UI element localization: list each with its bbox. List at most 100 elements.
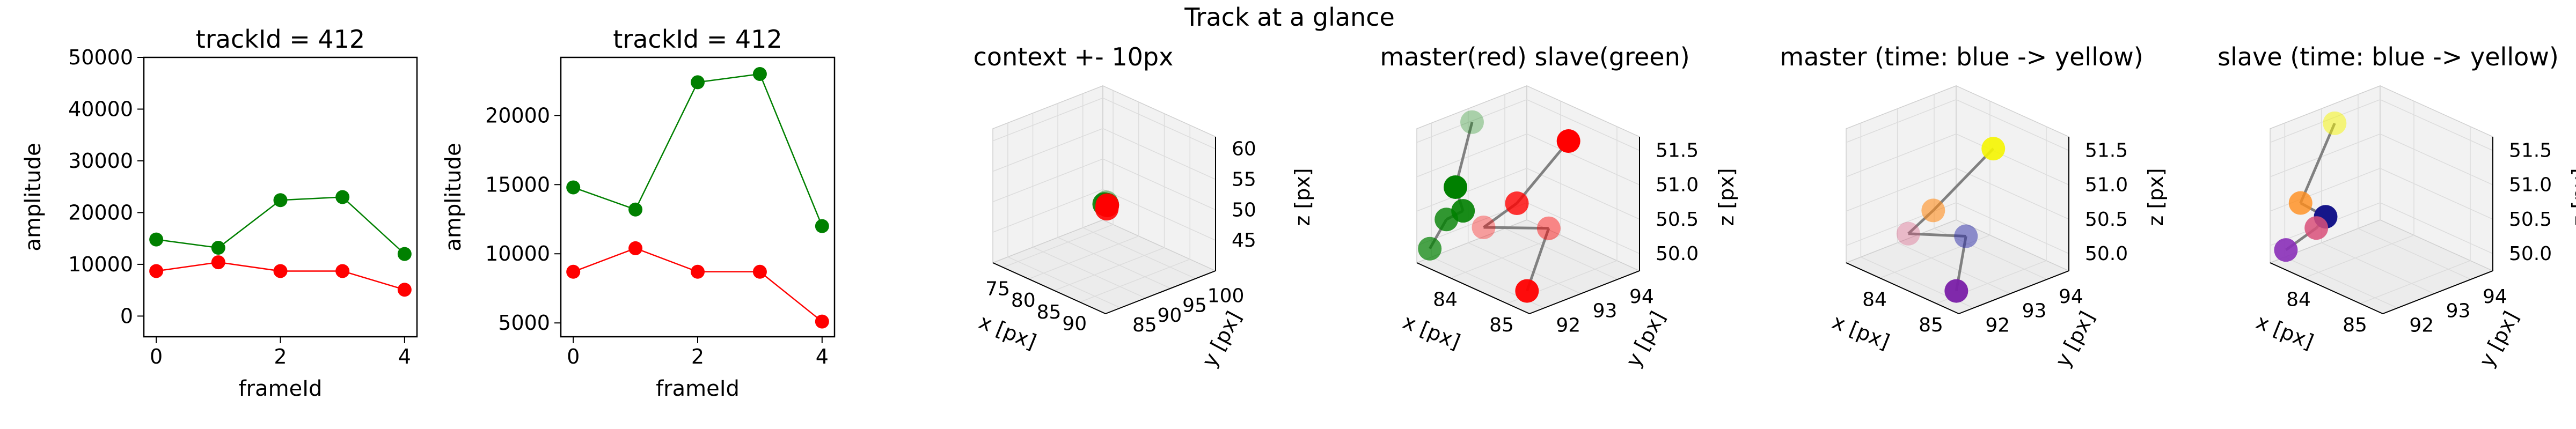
- scatter-point: [2274, 238, 2298, 262]
- x-tick-label: 85: [1919, 314, 1943, 336]
- y-tick-label: 92: [1985, 314, 2010, 336]
- x-axis-line: [1416, 262, 1530, 314]
- x-tick-label: 84: [2286, 289, 2311, 311]
- x-gridline: [2360, 127, 2471, 304]
- y-tick-label: 10000: [485, 242, 550, 265]
- x-axis-line: [992, 262, 1106, 314]
- z-axis-label: z [px]: [2568, 168, 2576, 226]
- scatter-point: [1921, 198, 1945, 223]
- x-axis-label: frameId: [656, 376, 740, 401]
- series-point: [815, 219, 829, 233]
- x-axis-label: frameId: [239, 376, 323, 401]
- z-axis-label: z [px]: [1715, 168, 1738, 226]
- y-tick-label: 94: [2059, 286, 2083, 308]
- y-axis-line: [1105, 270, 1216, 314]
- z-tick-label: 50.5: [1656, 209, 1699, 231]
- y-tick-label: 93: [2446, 300, 2471, 322]
- y-tick-label: 85: [1132, 314, 1157, 336]
- z-gridline: [1846, 133, 2069, 186]
- figure-suptitle: Track at a glance: [1184, 3, 1395, 32]
- z-gridline: [1846, 99, 2069, 151]
- x-axis-line: [2270, 262, 2383, 314]
- y-gridline: [1467, 108, 1581, 294]
- series-point: [752, 264, 767, 279]
- y-tick-label: 20000: [68, 201, 133, 224]
- y-axis-line: [2382, 270, 2493, 314]
- chart-title: master(red) slave(green): [1380, 42, 1689, 71]
- z-tick-label: 51.0: [1656, 174, 1699, 196]
- y-axis-label: amplitude: [21, 143, 46, 251]
- z-tick-label: 55: [1232, 169, 1256, 191]
- plot-area: [560, 56, 836, 338]
- y-tick-label: 92: [1556, 314, 1580, 336]
- y-gridline: [1032, 113, 1146, 299]
- z-gridline: [1846, 202, 2069, 254]
- y-axis-line: [1529, 270, 1640, 314]
- z-gridline: [992, 128, 1216, 180]
- track-link: [1483, 226, 1549, 230]
- x-axis-label: x [px]: [976, 310, 1040, 354]
- series-point: [211, 241, 225, 255]
- z-gridline: [1416, 99, 1640, 151]
- y-tick-label: 100: [1208, 285, 1245, 307]
- x-tick-label: 4: [816, 345, 829, 368]
- chart-title: context +- 10px: [974, 42, 1174, 71]
- x-tick-label: 80: [1011, 290, 1036, 312]
- series-point: [273, 264, 288, 278]
- y-tick-label: 92: [2409, 314, 2434, 336]
- y-tick-label: 95: [1182, 295, 1207, 317]
- scatter-point: [1444, 175, 1467, 199]
- y-tick-label: 94: [2483, 286, 2507, 308]
- y-tick-label: 93: [2022, 300, 2047, 322]
- x-tick-label: 84: [1433, 289, 1458, 311]
- z-tick-label: 45: [1232, 230, 1256, 252]
- x-axis-line: [1846, 262, 1959, 314]
- scatter-point: [1418, 236, 1442, 261]
- scatter-point: [1556, 129, 1580, 153]
- y-tick-label: 90: [1158, 305, 1182, 327]
- z-tick-label: 51.0: [2509, 174, 2552, 196]
- y-tick-label: 20000: [485, 103, 550, 127]
- z-axis-label: z [px]: [2144, 168, 2168, 226]
- y-axis-label: y [px]: [1621, 307, 1670, 371]
- scatter-point: [1944, 279, 1968, 303]
- x-axis-label: x [px]: [2253, 310, 2317, 354]
- x-gridline: [1054, 113, 1165, 291]
- series-point: [566, 180, 581, 195]
- scatter-point: [1435, 208, 1459, 232]
- z-tick-label: 51.5: [2085, 140, 2128, 162]
- z-tick-label: 50.0: [2085, 243, 2128, 265]
- z-tick-label: 51.5: [1656, 140, 1699, 162]
- x-tick-label: 84: [1862, 289, 1887, 311]
- scatter-point: [1515, 279, 1539, 303]
- z-tick-label: 50.0: [1656, 243, 1699, 265]
- x-gridline: [1080, 125, 1191, 303]
- y-gridline: [1082, 93, 1196, 279]
- z-gridline: [1416, 133, 1640, 186]
- x-tick-label: 90: [1062, 313, 1087, 335]
- y-tick-label: 5000: [498, 311, 550, 335]
- x-gridline: [1002, 90, 1114, 268]
- y-tick-label: 40000: [68, 97, 133, 121]
- series-point: [566, 264, 581, 279]
- z-gridline: [992, 158, 1216, 211]
- y-tick-label: 30000: [68, 149, 133, 173]
- x-tick-label: 75: [985, 278, 1010, 300]
- x-axis-label: x [px]: [1829, 310, 1893, 354]
- y-tick-label: 0: [120, 304, 133, 328]
- y-tick-label: 50000: [68, 46, 133, 69]
- x-tick-label: 85: [1037, 301, 1062, 323]
- x-gridline: [1936, 127, 2047, 304]
- x-axis-label: x [px]: [1400, 310, 1463, 354]
- series-point: [273, 193, 288, 208]
- scatter-point: [1505, 191, 1529, 216]
- scatter-point: [2323, 111, 2347, 135]
- scatter-point: [2288, 191, 2312, 215]
- y-tick-label: 94: [1629, 286, 1654, 308]
- z-gridline: [2270, 99, 2493, 151]
